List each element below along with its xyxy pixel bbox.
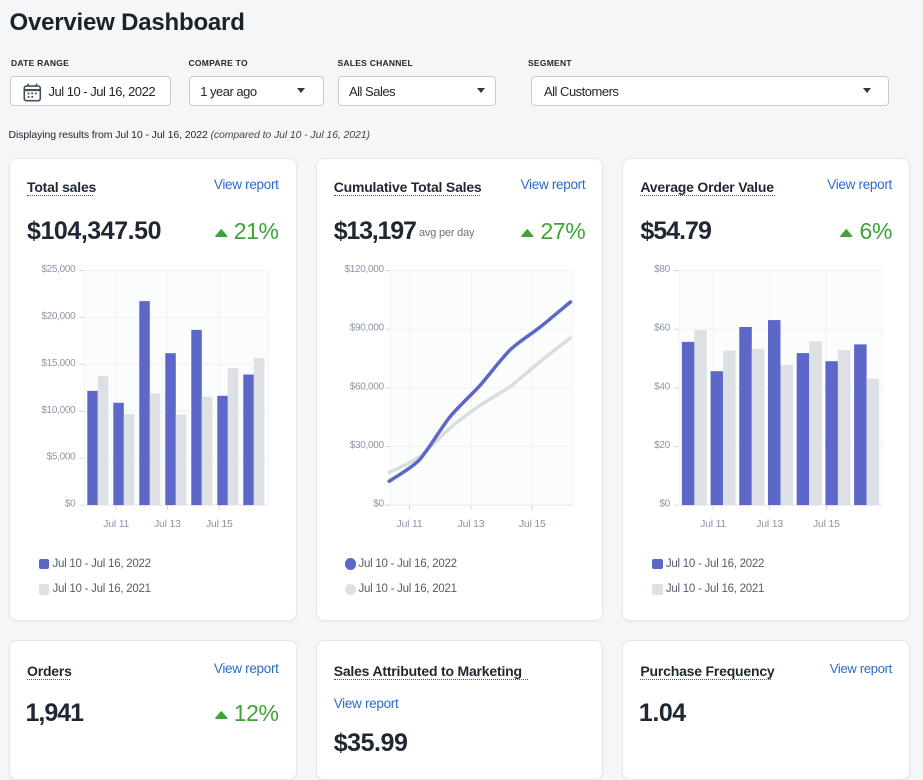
svg-text:$0: $0 [660, 498, 671, 509]
svg-text:$25,000: $25,000 [41, 264, 76, 275]
svg-text:$120,000: $120,000 [344, 264, 384, 275]
svg-text:$20: $20 [655, 439, 672, 450]
svg-text:Jul 11: Jul 11 [396, 518, 422, 529]
svg-text:$5,000: $5,000 [47, 451, 76, 462]
svg-text:Jul 13: Jul 13 [154, 518, 181, 529]
svg-text:Jul 15: Jul 15 [206, 518, 233, 529]
svg-text:Jul 11: Jul 11 [103, 518, 129, 529]
svg-text:$40: $40 [655, 381, 672, 392]
svg-text:$30,000: $30,000 [349, 439, 384, 450]
svg-text:$90,000: $90,000 [349, 322, 384, 333]
svg-text:Jul 11: Jul 11 [700, 518, 726, 529]
svg-text:$60,000: $60,000 [349, 381, 384, 392]
svg-text:$0: $0 [65, 498, 76, 509]
svg-text:$80: $80 [655, 264, 672, 275]
svg-text:$0: $0 [373, 498, 384, 509]
svg-text:Jul 13: Jul 13 [757, 518, 784, 529]
svg-text:$20,000: $20,000 [41, 310, 76, 321]
svg-text:$60: $60 [655, 322, 672, 333]
svg-text:Jul 15: Jul 15 [519, 518, 546, 529]
svg-text:$15,000: $15,000 [41, 357, 76, 368]
svg-text:Jul 13: Jul 13 [457, 518, 484, 529]
svg-text:$10,000: $10,000 [41, 404, 76, 415]
svg-text:Jul 15: Jul 15 [813, 518, 840, 529]
